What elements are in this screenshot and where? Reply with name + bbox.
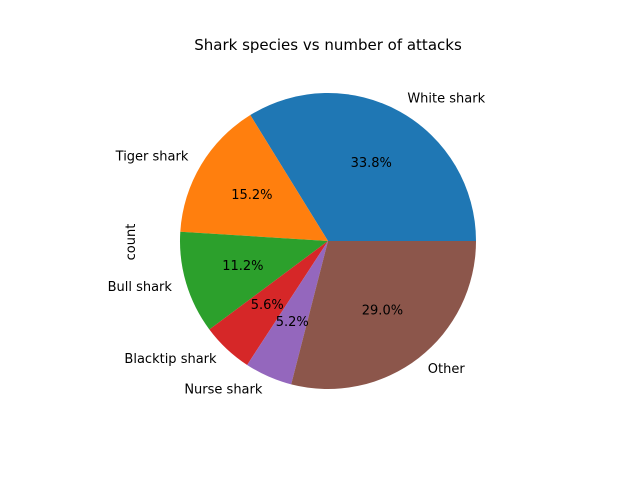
slice-label-nurse-shark: Nurse shark [184, 383, 263, 398]
slice-percent-nurse-shark: 5.2% [276, 315, 309, 330]
pie-labels: White shark 33.8% Tiger shark 15.2% Bull sha… [108, 91, 486, 397]
pie-slice-tiger-shark [180, 115, 328, 241]
pie-slice-other [291, 241, 476, 390]
pie-slices [180, 92, 477, 390]
slice-label-other: Other [428, 362, 466, 377]
y-axis-label: count [124, 224, 139, 261]
slice-percent-bull-shark: 11.2% [222, 259, 263, 274]
slice-label-tiger-shark: Tiger shark [115, 150, 189, 165]
pie-slice-blacktip-shark [209, 241, 328, 365]
slice-percent-blacktip-shark: 5.6% [251, 298, 284, 313]
pie-slice-white-shark [250, 92, 477, 241]
slice-percent-other: 29.0% [362, 304, 403, 319]
pie-slice-nurse-shark [247, 241, 328, 385]
slice-percent-tiger-shark: 15.2% [231, 188, 272, 203]
slice-label-bull-shark: Bull shark [108, 280, 173, 295]
chart-title: Shark species vs number of attacks [194, 36, 462, 54]
slice-label-white-shark: White shark [407, 91, 485, 106]
pie-slice-bull-shark [180, 231, 328, 330]
slice-label-blacktip-shark: Blacktip shark [124, 352, 217, 367]
slice-percent-white-shark: 33.8% [351, 156, 392, 171]
